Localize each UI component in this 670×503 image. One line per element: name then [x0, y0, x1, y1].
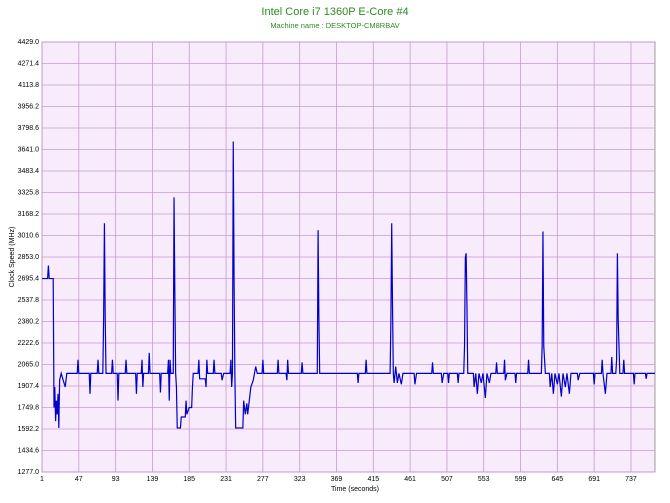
x-tick-label: 323: [294, 476, 306, 483]
x-tick-label: 231: [220, 476, 232, 483]
x-tick-label: 1: [40, 476, 44, 483]
x-tick-label: 691: [588, 476, 600, 483]
y-tick-label: 3641.0: [18, 146, 40, 153]
y-tick-label: 2380.2: [18, 318, 40, 325]
y-tick-label: 2853.0: [18, 254, 40, 261]
x-tick-label: 737: [625, 476, 637, 483]
y-tick-label: 4271.4: [18, 60, 40, 67]
x-tick-label: 47: [75, 476, 83, 483]
y-tick-label: 2695.4: [18, 275, 40, 282]
x-tick-label: 461: [404, 476, 416, 483]
y-tick-label: 2065.0: [18, 361, 40, 368]
y-tick-label: 1592.2: [18, 426, 40, 433]
y-tick-label: 4113.8: [18, 82, 39, 89]
x-tick-label: 369: [331, 476, 343, 483]
chart-title: Intel Core i7 1360P E-Core #4: [261, 6, 408, 18]
y-axis-label: Clock Speed (MHz): [9, 227, 16, 288]
y-tick-label: 1277.0: [18, 469, 40, 476]
chart-subtitle: Machine name : DESKTOP-CM8RBAV: [270, 21, 399, 30]
y-tick-label: 3798.6: [18, 125, 40, 132]
y-tick-label: 3010.6: [18, 232, 40, 239]
y-tick-label: 3483.4: [18, 168, 40, 175]
y-tick-label: 3168.2: [18, 211, 40, 218]
x-tick-label: 139: [147, 476, 159, 483]
x-tick-label: 507: [441, 476, 453, 483]
y-tick-label: 1907.4: [18, 383, 40, 390]
y-tick-label: 2222.6: [18, 340, 40, 347]
y-tick-label: 3325.8: [18, 189, 40, 196]
x-tick-label: 415: [367, 476, 379, 483]
x-tick-label: 277: [257, 476, 269, 483]
y-tick-label: 1434.6: [18, 447, 40, 454]
y-tick-label: 2537.8: [18, 297, 40, 304]
data-line: [42, 141, 655, 429]
y-tick-label: 1749.8: [18, 404, 40, 411]
x-tick-label: 93: [112, 476, 120, 483]
x-tick-label: 599: [515, 476, 527, 483]
x-axis-label: Time (seconds): [331, 486, 379, 493]
x-tick-label: 553: [478, 476, 490, 483]
y-tick-label: 4429.0: [18, 39, 40, 46]
x-tick-label: 645: [552, 476, 564, 483]
x-tick-label: 185: [183, 476, 195, 483]
y-tick-label: 3956.2: [18, 103, 40, 110]
